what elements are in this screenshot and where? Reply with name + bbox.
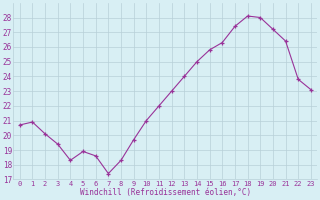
X-axis label: Windchill (Refroidissement éolien,°C): Windchill (Refroidissement éolien,°C)	[80, 188, 251, 197]
